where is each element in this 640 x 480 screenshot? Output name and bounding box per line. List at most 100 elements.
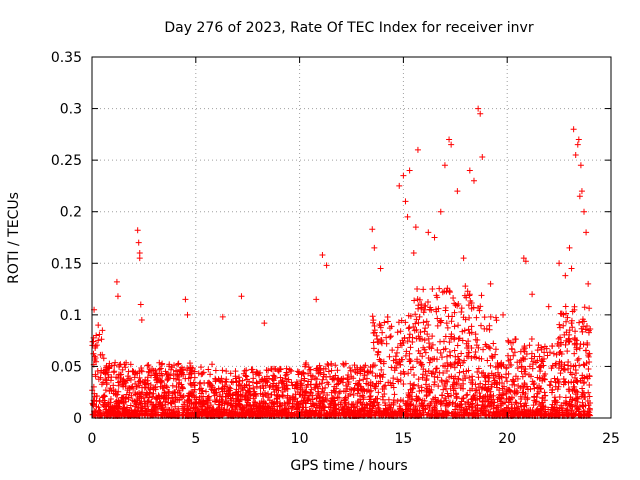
data-point (127, 361, 134, 368)
data-point (145, 406, 152, 413)
data-point (216, 377, 223, 384)
data-point (128, 392, 135, 399)
data-point (192, 399, 199, 406)
data-point (145, 368, 152, 375)
data-point (222, 393, 229, 400)
data-point (365, 381, 372, 388)
data-point (460, 407, 467, 414)
data-point (205, 393, 212, 400)
data-point (411, 381, 418, 388)
data-point (252, 409, 259, 416)
data-point (98, 336, 105, 343)
data-point (439, 289, 446, 296)
data-point (424, 299, 431, 305)
data-point (242, 372, 249, 379)
data-point (511, 388, 518, 395)
data-point (479, 401, 486, 408)
data-point (561, 367, 568, 374)
data-point (243, 401, 250, 408)
data-point (524, 386, 531, 393)
data-point (219, 367, 226, 374)
data-point (190, 379, 197, 386)
data-point (191, 374, 198, 381)
data-point (472, 336, 479, 343)
data-point (134, 227, 141, 234)
data-point (515, 382, 522, 389)
data-point (451, 347, 458, 354)
data-point (218, 386, 225, 393)
data-point (434, 374, 441, 381)
y-tick-label: 0.3 (60, 102, 82, 118)
data-point (225, 387, 232, 394)
data-point (580, 361, 587, 368)
data-point (437, 208, 444, 215)
data-point (543, 345, 550, 352)
data-point (232, 389, 239, 396)
data-point (190, 400, 197, 407)
data-point (327, 404, 334, 411)
data-point (473, 314, 480, 321)
data-point (374, 336, 381, 343)
x-tick-label: 15 (394, 431, 412, 447)
data-point (552, 397, 559, 404)
data-point (406, 350, 413, 357)
data-point (443, 353, 450, 360)
data-point (448, 410, 455, 417)
data-point (227, 411, 234, 418)
data-point (209, 407, 216, 414)
data-point (323, 374, 330, 381)
data-point (165, 392, 172, 399)
data-point (92, 373, 99, 380)
data-point (151, 403, 158, 410)
data-point (460, 255, 467, 262)
data-point (416, 402, 423, 409)
data-point (565, 379, 572, 386)
data-point (204, 394, 211, 401)
data-point (485, 344, 492, 351)
data-point (230, 398, 237, 405)
data-point (186, 398, 193, 405)
data-point (443, 288, 450, 295)
data-point (406, 331, 413, 338)
data-point (252, 399, 259, 406)
data-point (292, 395, 299, 402)
data-point (547, 382, 554, 389)
data-point (489, 355, 496, 362)
data-point (304, 397, 311, 404)
data-point (265, 375, 272, 382)
data-point (416, 313, 423, 320)
data-point (444, 378, 451, 385)
data-point (274, 411, 281, 418)
data-point (476, 389, 483, 396)
data-point (363, 375, 370, 382)
data-point (415, 305, 422, 312)
data-point (93, 332, 100, 339)
data-point (585, 389, 592, 396)
data-point (581, 394, 588, 401)
data-point (443, 385, 450, 392)
data-point (390, 399, 397, 406)
data-point (573, 370, 580, 377)
data-point (309, 392, 316, 399)
data-point (556, 321, 563, 328)
data-point (106, 388, 113, 395)
data-point (440, 397, 447, 404)
data-point (285, 376, 292, 383)
data-point (120, 380, 127, 387)
data-point (476, 355, 483, 362)
data-point (367, 408, 374, 415)
data-point (283, 405, 290, 412)
data-point (435, 305, 442, 312)
data-point (383, 334, 390, 341)
data-point (514, 405, 521, 412)
data-point (175, 360, 182, 367)
data-point (509, 346, 516, 353)
data-point (436, 285, 443, 292)
data-point (385, 410, 392, 417)
data-point (381, 319, 388, 326)
data-point (407, 386, 414, 393)
data-point (396, 182, 403, 189)
data-point (120, 383, 127, 390)
data-point (159, 360, 166, 367)
data-point (560, 376, 567, 383)
